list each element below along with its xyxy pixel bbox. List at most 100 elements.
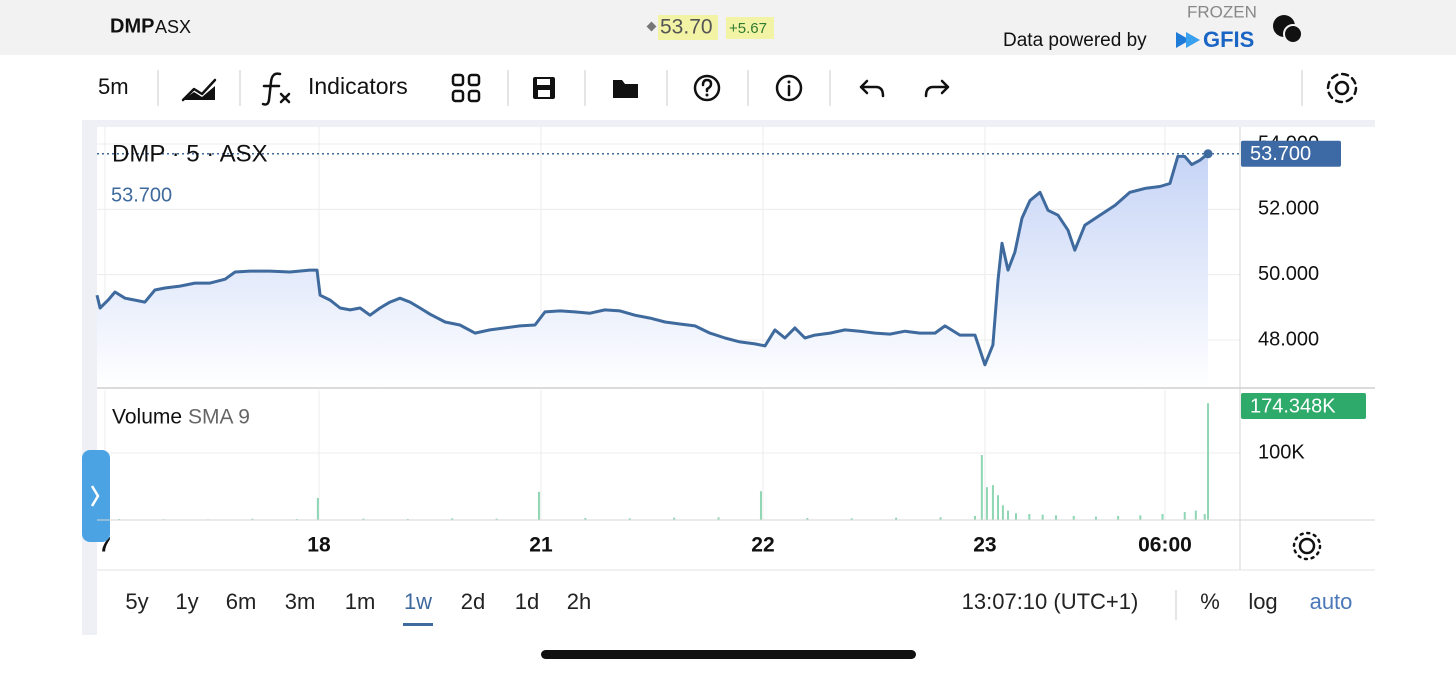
help-icon (705, 93, 709, 97)
volume-badge-label: 174.348K (1250, 395, 1336, 417)
range-button[interactable]: 1y (175, 589, 198, 614)
range-button[interactable]: 3m (285, 589, 316, 614)
volume-badge (1241, 393, 1366, 419)
volume-bar (673, 517, 676, 520)
side-handle[interactable] (82, 450, 110, 542)
settings-icon[interactable] (1334, 80, 1350, 96)
x-tick-label: 22 (751, 534, 774, 557)
volume-bar (1203, 513, 1206, 520)
theme-icon[interactable] (1298, 537, 1316, 555)
volume-bar (991, 485, 994, 520)
legend-value: 53.700 (111, 184, 172, 206)
volume-bar (1183, 511, 1186, 520)
volume-bar (939, 517, 942, 520)
range-button[interactable]: 6m (226, 589, 257, 614)
legend-indicator: SMA 9 (188, 406, 250, 429)
volume-bar (584, 517, 587, 520)
x-tick-label: 18 (307, 534, 331, 557)
gfis-logo (1176, 32, 1190, 48)
last-price-dot (1203, 149, 1213, 159)
y-tick-label: 50.000 (1258, 263, 1319, 285)
symbol: DMP (110, 15, 154, 37)
save-icon (538, 90, 550, 97)
volume-bar (973, 515, 976, 520)
volume-bar (295, 518, 298, 520)
x-tick-label: 06:00 (1138, 534, 1192, 557)
volume-bar (316, 497, 319, 520)
change-highlight (726, 17, 774, 39)
price-badge-label: 53.700 (1250, 143, 1311, 165)
volume-bar (1007, 510, 1010, 520)
volume-bar (806, 517, 809, 520)
save-icon (537, 79, 550, 85)
clock: 13:07:10 (UTC+1) (962, 589, 1139, 614)
help-icon[interactable] (693, 74, 721, 102)
exchange: ASX (155, 17, 191, 37)
scale-option[interactable]: log (1248, 589, 1277, 614)
diamond-icon (646, 21, 657, 32)
range-button[interactable]: 5y (125, 589, 148, 614)
indicator-icon[interactable] (261, 72, 282, 106)
volume-bar (850, 518, 853, 520)
price-highlight (658, 15, 718, 40)
volume-bar (895, 517, 898, 520)
volume-bar (362, 518, 365, 520)
range-button[interactable]: 2h (567, 589, 591, 614)
chat-icon[interactable] (1283, 24, 1303, 44)
volume-bar (717, 517, 720, 520)
info-icon (787, 80, 791, 84)
indicators-button[interactable]: Indicators (308, 73, 408, 99)
scale-option[interactable]: auto (1310, 589, 1353, 614)
volume-bar (1072, 515, 1075, 520)
volume-bar (1041, 514, 1044, 520)
volume-bar (628, 518, 631, 520)
chart-type-icon[interactable] (183, 86, 215, 100)
change: +5.67 (729, 20, 767, 37)
legend-name: Volume (112, 406, 182, 429)
price-badge (1241, 140, 1341, 167)
range-button[interactable]: 1w (404, 589, 432, 614)
y-tick-label: 48.000 (1258, 328, 1319, 350)
volume-bar (1207, 403, 1210, 520)
folder-icon[interactable] (613, 80, 638, 98)
help-icon (701, 78, 713, 93)
volume-bar (1001, 505, 1004, 520)
volume-bar (1028, 513, 1031, 520)
volume-bar (1015, 513, 1018, 520)
provider-text: Data powered by (1003, 30, 1147, 51)
home-indicator (541, 650, 916, 659)
volume-bar (1139, 515, 1142, 520)
range-button[interactable]: 2d (461, 589, 485, 614)
redo-icon[interactable] (924, 79, 950, 98)
status: FROZEN (1187, 2, 1257, 21)
y-tick-label: 52.000 (1258, 198, 1319, 220)
indicator-icon[interactable] (279, 92, 291, 104)
chart-type-icon[interactable] (181, 78, 217, 102)
volume-bar (251, 518, 254, 520)
settings-icon[interactable] (1326, 72, 1358, 104)
volume-bar (451, 518, 454, 520)
undo-icon[interactable] (859, 79, 885, 98)
volume-bar (118, 518, 121, 520)
scale-option[interactable]: % (1200, 589, 1220, 614)
side-handle-arrow (90, 485, 100, 507)
volume-bar (997, 495, 1000, 520)
volume-bar (985, 487, 988, 520)
interval-button[interactable]: 5m (98, 74, 129, 99)
volume-bar (1117, 515, 1120, 520)
volume-bar (406, 518, 409, 520)
provider: GFIS (1203, 27, 1254, 52)
info-icon[interactable] (775, 74, 803, 102)
price-line (95, 152, 1209, 367)
x-tick-label: 7 (99, 534, 111, 557)
layout-icon[interactable] (451, 73, 481, 103)
volume-bar (759, 491, 762, 520)
theme-icon[interactable] (1292, 531, 1322, 561)
range-button[interactable]: 1d (515, 589, 539, 614)
volume-bar (1161, 513, 1164, 520)
range-button[interactable]: 1m (345, 589, 376, 614)
x-tick-label: 21 (529, 534, 553, 557)
legend-name: DMP · 5 · ASX (112, 140, 268, 167)
x-tick-label: 23 (973, 534, 996, 557)
